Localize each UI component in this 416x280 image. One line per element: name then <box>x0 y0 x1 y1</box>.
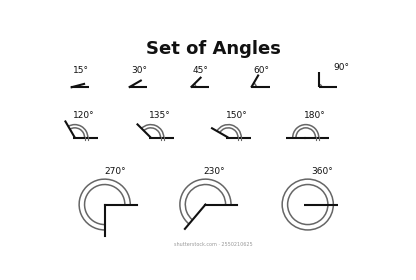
Text: 15°: 15° <box>73 66 89 75</box>
Text: 135°: 135° <box>149 111 170 120</box>
Text: 270°: 270° <box>104 167 126 176</box>
Text: Set of Angles: Set of Angles <box>146 40 281 58</box>
Text: 60°: 60° <box>253 66 270 75</box>
Text: 230°: 230° <box>203 167 225 176</box>
Text: shutterstock.com · 2550210625: shutterstock.com · 2550210625 <box>174 242 253 247</box>
Text: 45°: 45° <box>193 66 209 75</box>
Text: 90°: 90° <box>333 63 349 72</box>
Text: 180°: 180° <box>303 111 325 120</box>
Text: 360°: 360° <box>311 167 333 176</box>
Text: 120°: 120° <box>72 111 94 120</box>
Text: 150°: 150° <box>226 111 248 120</box>
Text: 30°: 30° <box>131 66 147 75</box>
